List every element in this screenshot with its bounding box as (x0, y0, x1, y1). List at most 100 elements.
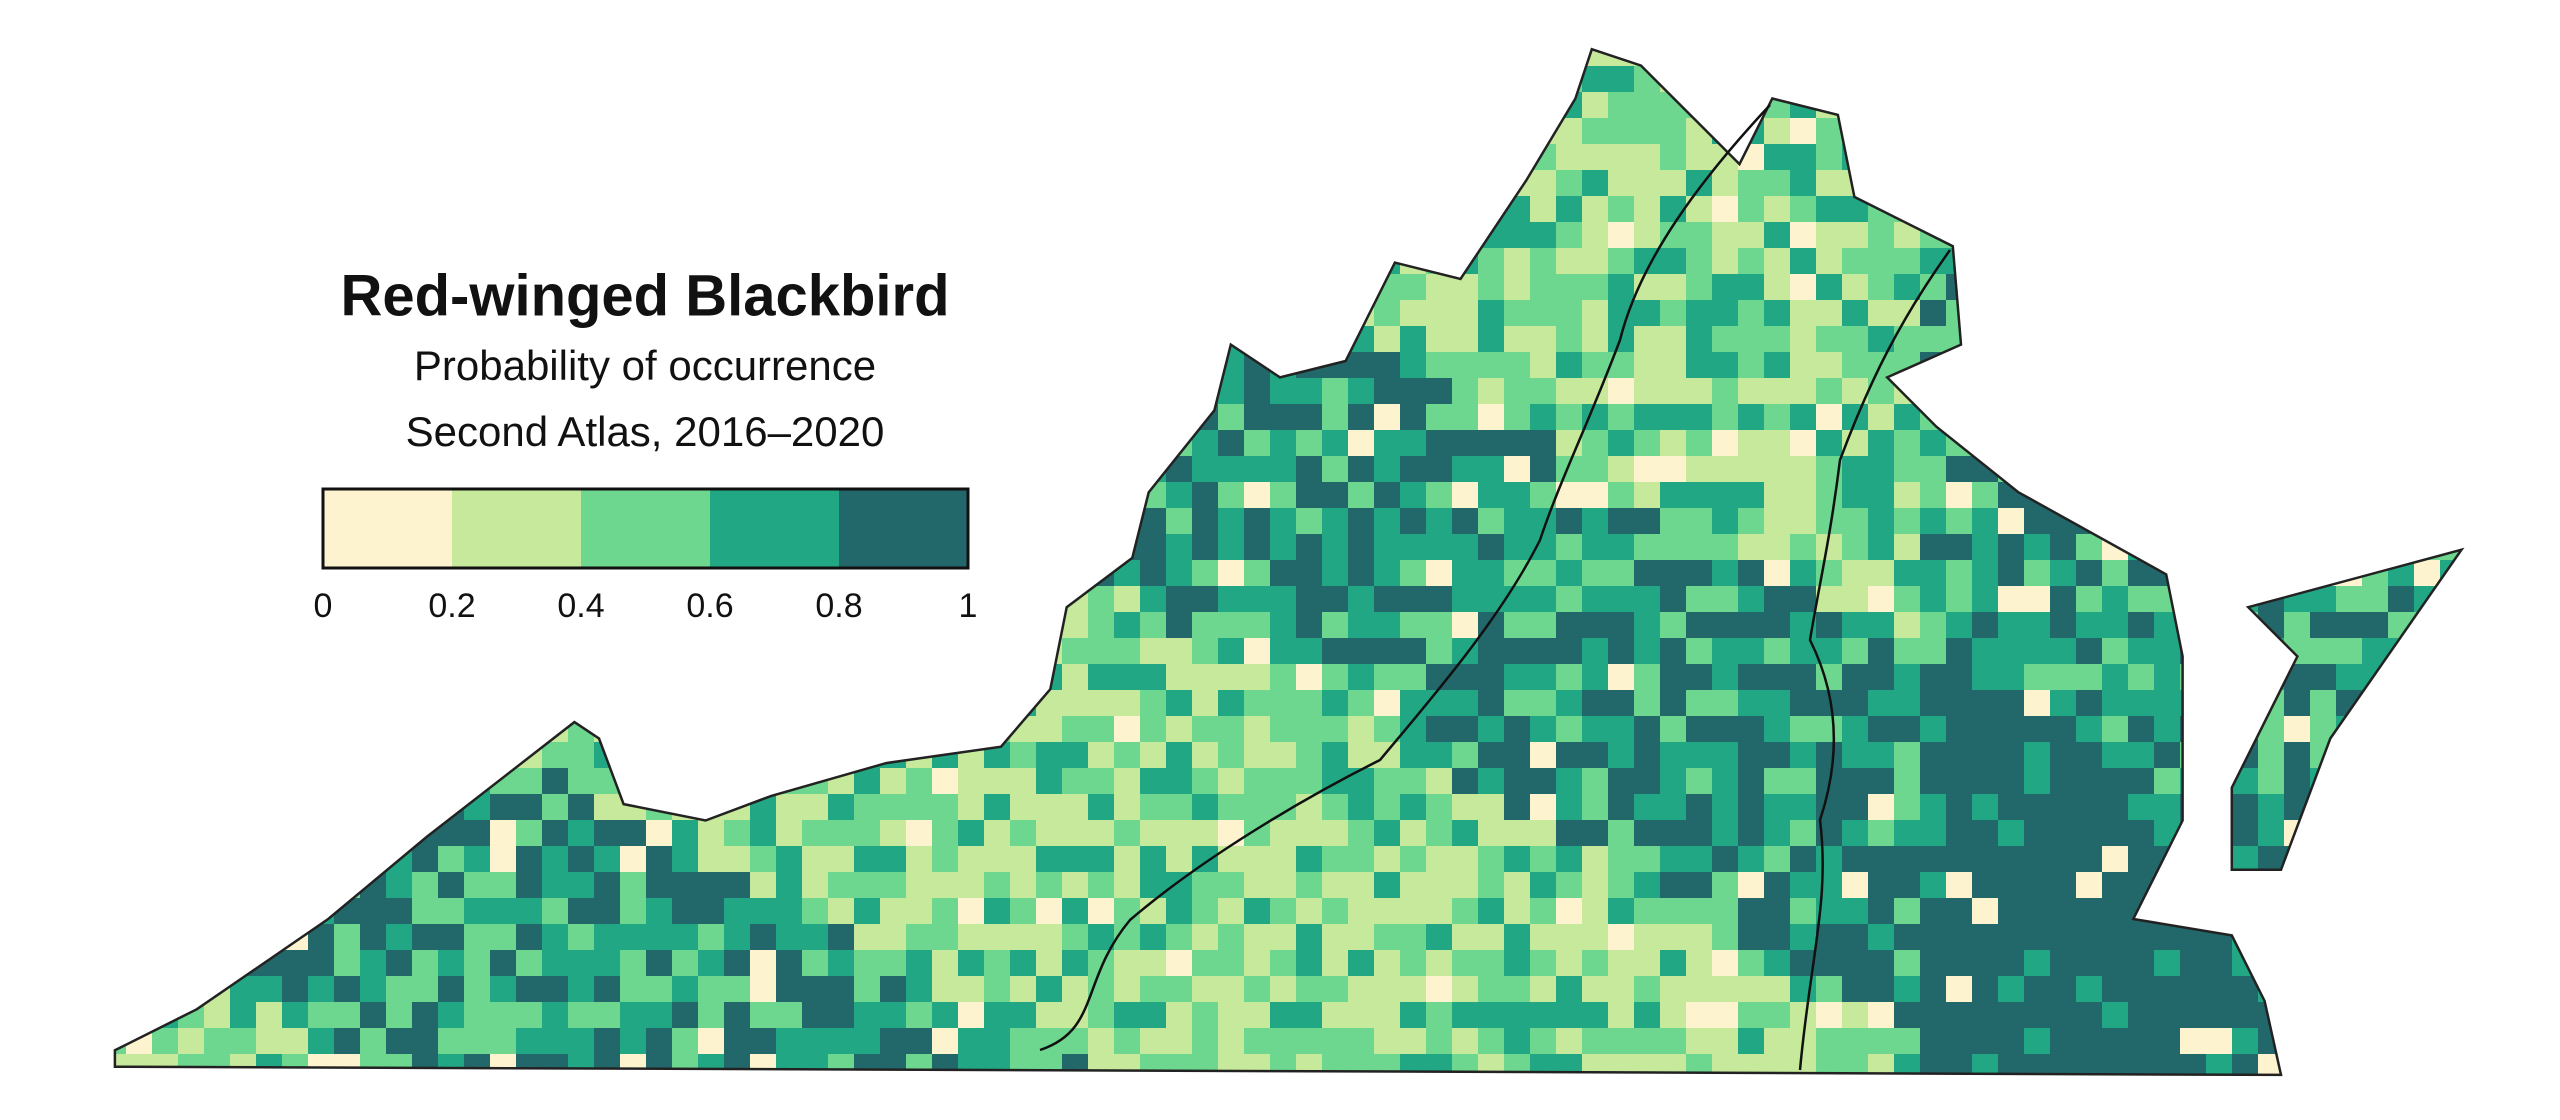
map-cell (2258, 950, 2285, 977)
map-cell (1712, 638, 1739, 665)
map-cell (828, 872, 855, 899)
map-cell (906, 352, 933, 379)
map-cell (1062, 950, 1089, 977)
map-cell (1764, 1028, 1791, 1055)
map-cell (2180, 352, 2207, 379)
map-cell (724, 820, 751, 847)
map-cell (490, 820, 517, 847)
map-cell (2050, 534, 2077, 561)
map-cell (438, 924, 465, 951)
map-cell (2440, 950, 2462, 977)
map-cell (542, 170, 569, 197)
map-cell (256, 222, 283, 249)
map-cell (1660, 898, 1687, 925)
map-cell (1582, 950, 1609, 977)
map-cell (2128, 612, 2155, 639)
map-cell (776, 976, 803, 1003)
map-cell (2362, 92, 2389, 119)
map-cell (114, 66, 127, 93)
map-cell (360, 66, 387, 93)
map-cell (230, 430, 257, 457)
map-cell (1088, 534, 1115, 561)
map-cell (2310, 976, 2337, 1003)
map-cell (1686, 274, 1713, 301)
map-cell (932, 49, 959, 67)
map-cell (2076, 612, 2103, 639)
map-cell (672, 846, 699, 873)
map-cell (750, 92, 777, 119)
map-cell (1686, 170, 1713, 197)
map-cell (1036, 716, 1063, 743)
map-cell (1816, 664, 1843, 691)
map-cell (880, 196, 907, 223)
map-cell (594, 742, 621, 769)
map-cell (1296, 482, 1323, 509)
map-cell (2102, 66, 2129, 93)
map-cell (2180, 820, 2207, 847)
map-cell (1712, 1054, 1739, 1075)
map-cell (360, 716, 387, 743)
map-cell (984, 820, 1011, 847)
map-cell (2388, 144, 2415, 171)
map-cell (1608, 144, 1635, 171)
map-cell (1712, 612, 1739, 639)
map-cell (906, 820, 933, 847)
map-cell (1426, 612, 1453, 639)
map-cell (2388, 1002, 2415, 1029)
map-cell (1426, 586, 1453, 613)
map-cell (2180, 560, 2207, 587)
map-cell (178, 430, 205, 457)
map-cell (646, 612, 673, 639)
map-cell (1322, 872, 1349, 899)
map-cell (2414, 716, 2441, 743)
map-cell (2102, 716, 2129, 743)
map-cell (880, 118, 907, 145)
map-cell (1608, 430, 1635, 457)
map-cell (282, 560, 309, 587)
map-cell (594, 638, 621, 665)
map-cell (776, 196, 803, 223)
map-cell (750, 898, 777, 925)
map-cell (698, 872, 725, 899)
map-cell (2440, 898, 2462, 925)
map-cell (178, 92, 205, 119)
map-cell (1868, 716, 1895, 743)
map-cell (2414, 274, 2441, 301)
map-cell (1088, 846, 1115, 873)
map-cell (1738, 274, 1765, 301)
map-cell (906, 846, 933, 873)
map-cell (568, 976, 595, 1003)
map-cell (1452, 170, 1479, 197)
map-cell (1322, 92, 1349, 119)
map-cell (1790, 898, 1817, 925)
map-cell (490, 118, 517, 145)
map-cell (1036, 170, 1063, 197)
map-cell (2466, 144, 2493, 171)
map-cell (1036, 196, 1063, 223)
map-cell (1270, 846, 1297, 873)
map-cell (178, 950, 205, 977)
map-cell (1504, 482, 1531, 509)
map-cell (2310, 196, 2337, 223)
map-cell (932, 144, 959, 171)
map-cell (2206, 950, 2233, 977)
map-cell (2310, 92, 2337, 119)
map-cell (1478, 560, 1505, 587)
map-cell (464, 456, 491, 483)
map-cell (1062, 118, 1089, 145)
map-cell (2180, 404, 2207, 431)
map-cell (2258, 326, 2285, 353)
map-cell (1296, 92, 1323, 119)
map-cell (1036, 352, 1063, 379)
map-cell (1452, 352, 1479, 379)
map-cell (1556, 924, 1583, 951)
map-cell (542, 49, 569, 67)
map-cell (2180, 768, 2207, 795)
map-cell (2466, 118, 2493, 145)
map-cell (880, 820, 907, 847)
map-cell (2232, 49, 2259, 67)
map-cell (1478, 326, 1505, 353)
map-cell (1088, 872, 1115, 899)
map-cell (1322, 560, 1349, 587)
map-cell (1036, 898, 1063, 925)
